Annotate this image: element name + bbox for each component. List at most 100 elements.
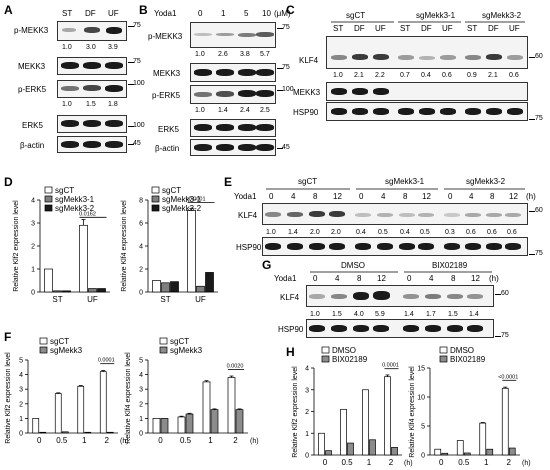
c-marker-tick [529, 57, 535, 58]
legend-label: sgCT [170, 337, 189, 346]
e-band [418, 213, 434, 217]
g-blot [306, 285, 494, 307]
c-band [373, 88, 389, 95]
c-quant: 0.7 [400, 72, 410, 79]
c-quant: 2.2 [375, 72, 385, 79]
a-row-label: MEKK3 [18, 62, 46, 71]
e-lane: 4 [291, 192, 296, 201]
c-band [331, 108, 347, 115]
a-band [62, 28, 76, 32]
x-tick-label: 0.5 [180, 436, 192, 445]
c-band [486, 54, 502, 60]
e-band [486, 243, 502, 250]
b-band [216, 69, 234, 76]
g-row-label: KLF4 [280, 293, 300, 302]
c-band [398, 108, 414, 115]
e-band [465, 243, 481, 250]
e-band [399, 213, 415, 217]
panel-label-f: F [4, 330, 12, 344]
e-quant: 0.5 [420, 229, 430, 236]
e-band [329, 243, 345, 250]
c-band [419, 108, 435, 115]
e-treatment-label: Yoda1 [234, 192, 257, 201]
legend-swatch [321, 355, 330, 363]
e-marker: 60 [535, 207, 543, 214]
g-group: DMSO [341, 261, 365, 270]
e-quant: 0.4 [400, 229, 410, 236]
legend-label: sgCT [55, 186, 74, 195]
b-quant: 3.8 [240, 51, 250, 58]
legend-label: sgCT [50, 337, 69, 346]
legend-swatch [39, 337, 48, 345]
e-group: sgMekk3-2 [466, 177, 506, 186]
c-band [486, 108, 502, 115]
bar [391, 447, 398, 456]
e-lane: 0 [448, 192, 453, 201]
legend-label: DMSO [450, 346, 474, 355]
a-quant: 1.0 [62, 101, 72, 108]
y-tick-label: 10 [417, 395, 425, 402]
y-tick-label: 6 [139, 221, 143, 228]
bar [362, 389, 369, 456]
g-band [447, 294, 463, 299]
bar [235, 409, 244, 434]
a-quant: 1.0 [62, 44, 72, 51]
e-lane: 8 [403, 192, 408, 201]
e-lane: 12 [333, 192, 342, 201]
e-quant: 0.3 [445, 229, 455, 236]
e-quant: 0.6 [466, 229, 476, 236]
y-axis-label: Relative Klf2 expression level [292, 366, 299, 458]
c-group: sgCT [346, 11, 366, 20]
g-band [373, 325, 389, 332]
x-tick-label: 1 [484, 458, 489, 467]
c-lane: UF [509, 24, 520, 33]
y-tick-label: 0 [31, 290, 35, 297]
c-lane: UF [375, 24, 386, 33]
bar [177, 416, 186, 434]
e-lane: 0 [269, 192, 274, 201]
g-quant: 1.4 [404, 311, 414, 318]
p-value-label: <0.0001 [185, 196, 205, 202]
b-band [194, 92, 212, 97]
b-band [194, 33, 212, 36]
g-unit: (h) [489, 274, 499, 283]
x-tick-label: 0.5 [458, 458, 470, 467]
x-tick-label: 0 [158, 436, 163, 445]
legend-label: sgMekk3-2 [55, 204, 95, 213]
a-row-label: p-MEKK3 [14, 26, 49, 35]
y-tick-label: 2 [305, 409, 309, 416]
b-marker: 45 [282, 144, 290, 151]
g-band [467, 294, 483, 299]
c-band [398, 55, 414, 60]
panel-label-c: C [286, 3, 295, 17]
e-quant: 0.4 [356, 229, 366, 236]
y-axis-label: Relative Klf4 expression level [125, 352, 132, 444]
g-lane: 4 [429, 274, 434, 283]
g-quant: 4.0 [354, 311, 364, 318]
e-band [486, 213, 502, 217]
x-unit-label: (h) [120, 438, 129, 445]
g-quant: 1.5 [332, 311, 342, 318]
b-band [194, 69, 212, 76]
legend-label: DMSO [332, 346, 356, 355]
b-marker-tick [277, 68, 283, 69]
e-quant: 2.0 [310, 229, 320, 236]
b-band [238, 90, 256, 97]
legend-swatch [151, 204, 160, 212]
e-group: sgMekk3-1 [385, 177, 425, 186]
c-band [507, 108, 523, 115]
b-band [238, 69, 256, 76]
x-unit-label: (h) [404, 460, 413, 467]
a-marker-tick [128, 126, 134, 127]
bar [196, 285, 205, 293]
c-blot [326, 36, 528, 69]
bar [369, 439, 376, 456]
y-tick-label: 4 [139, 372, 143, 379]
c-band [331, 88, 347, 95]
b-row-label: β-actin [155, 144, 180, 153]
g-band [403, 294, 419, 299]
a-band [83, 62, 101, 69]
b-quant: 2.4 [240, 107, 250, 114]
e-band [265, 212, 281, 217]
